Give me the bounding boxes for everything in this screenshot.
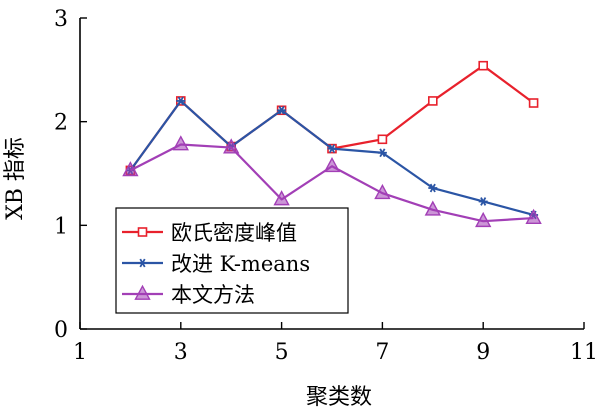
legend-label: 本文方法 — [171, 283, 255, 307]
asterisk-stroke — [139, 258, 146, 268]
data-point — [427, 96, 438, 106]
series-line — [129, 64, 535, 172]
data-point — [327, 144, 337, 153]
asterisk-stroke — [328, 144, 336, 153]
legend-marker — [138, 258, 147, 268]
data-point — [377, 134, 388, 145]
data-point — [428, 183, 438, 193]
asterisk-stroke — [177, 96, 184, 106]
legend-label: 改进 K-means — [171, 252, 310, 276]
data-point — [424, 200, 441, 216]
y-tick-label: 0 — [54, 318, 68, 343]
legend-item-2: 改进 K-means — [122, 252, 310, 276]
data-point — [525, 208, 542, 224]
data-point — [223, 138, 240, 154]
data-point — [377, 148, 387, 158]
data-point — [273, 190, 290, 206]
legend-marker — [134, 284, 151, 300]
legend-label: 欧氏密度峰值 — [171, 221, 297, 245]
asterisk-stroke — [278, 105, 285, 115]
y-tick-label: 1 — [54, 214, 68, 239]
legend-marker — [137, 227, 148, 237]
legend-item-1: 欧氏密度峰值 — [122, 221, 297, 245]
y-tick-label: 3 — [54, 7, 68, 32]
legend-box — [115, 207, 349, 314]
data-point — [374, 183, 391, 200]
data-point — [122, 161, 139, 177]
series-layer — [122, 60, 542, 228]
x-axis-label: 聚类数 — [306, 385, 372, 410]
y-tick-label: 2 — [54, 111, 68, 136]
x-tick-label: 3 — [174, 340, 188, 365]
data-point — [172, 135, 189, 151]
series-3 — [122, 135, 542, 228]
x-tick-label: 9 — [476, 340, 490, 365]
asterisk-stroke — [379, 148, 386, 158]
data-point — [528, 98, 539, 108]
data-point — [478, 197, 488, 206]
asterisk-stroke — [480, 197, 487, 206]
data-point — [323, 156, 341, 173]
asterisk-stroke — [429, 183, 436, 193]
y-axis-label: XB 指标 — [3, 137, 28, 220]
data-point — [277, 105, 287, 115]
x-tick-label: 1 — [73, 340, 87, 365]
x-tick-label: 11 — [570, 340, 598, 365]
legend-item-3: 本文方法 — [122, 283, 255, 307]
data-point — [176, 96, 186, 106]
data-point — [478, 60, 489, 71]
x-tick-label: 5 — [275, 340, 289, 365]
x-tick-label: 7 — [375, 340, 389, 365]
data-point — [475, 211, 492, 228]
